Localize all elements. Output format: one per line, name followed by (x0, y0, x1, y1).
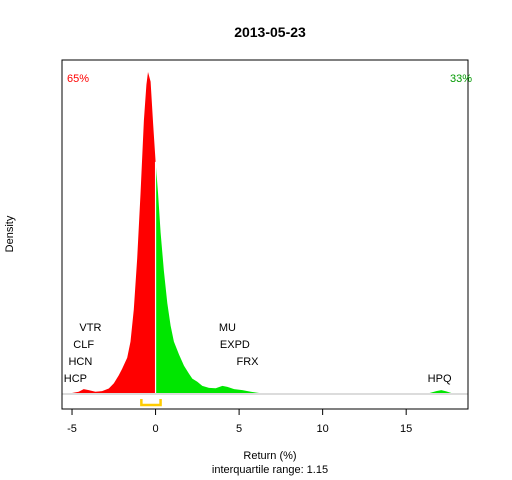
right-percent: 33% (450, 73, 472, 85)
ticker-label: CLF (73, 339, 94, 351)
x-tick-label: 10 (317, 423, 329, 435)
x-tick-label: 5 (236, 423, 242, 435)
ticker-label: HPQ (428, 373, 452, 385)
y-axis-label: Density (4, 215, 16, 252)
ticker-label: HCN (68, 356, 92, 368)
left-percent: 65% (67, 73, 89, 85)
ticker-label: FRX (237, 356, 260, 368)
chart-title: 2013-05-23 (234, 24, 306, 40)
negative-density-area (72, 72, 156, 393)
ticker-label: HCP (64, 373, 87, 385)
ticker-label: EXPD (220, 339, 250, 351)
iqr-bracket (140, 399, 162, 407)
plot-frame (61, 59, 469, 410)
iqr-subtitle: interquartile range: 1.15 (212, 464, 328, 476)
x-tick-label: 0 (153, 423, 159, 435)
x-tick-label: 15 (400, 423, 412, 435)
plot-area: VTR CLF HCN HCP MU EXPD FRX HPQ (62, 72, 468, 395)
x-tick-label: -5 (67, 423, 77, 435)
positive-density-area (155, 161, 260, 393)
x-axis-label: Return (%) (243, 450, 296, 462)
ticker-label: MU (219, 322, 236, 334)
positive-tail-area (429, 390, 452, 393)
x-axis: -5 0 5 10 15 (67, 399, 412, 435)
ticker-label: VTR (79, 322, 101, 334)
